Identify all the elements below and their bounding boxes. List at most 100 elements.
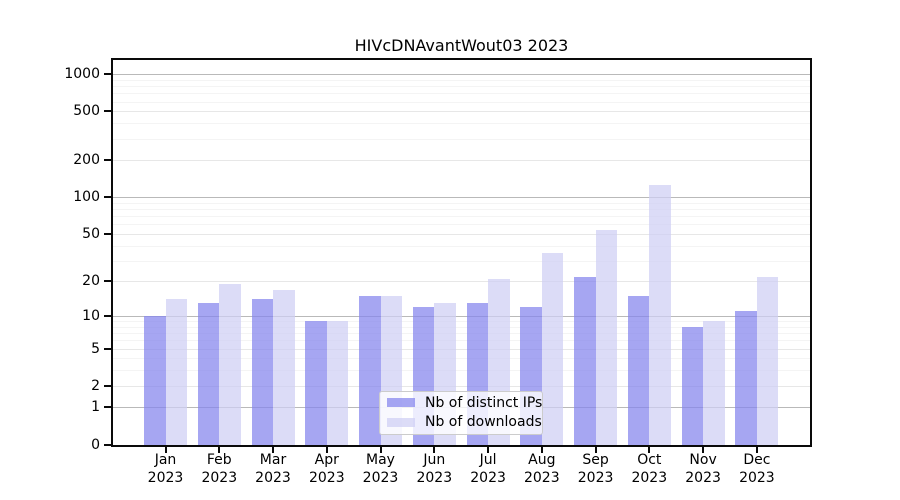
y-tick-10 — [104, 315, 111, 317]
x-tick-label-mar: Mar 2023 — [255, 452, 291, 486]
x-tick-sep — [594, 446, 597, 453]
x-tick-jul — [487, 446, 490, 453]
gridline-800 — [113, 86, 810, 88]
bar-downloads-dec — [756, 276, 779, 445]
gridline-600 — [113, 101, 810, 103]
gridline-300 — [113, 138, 810, 140]
x-tick-oct — [648, 446, 651, 453]
gridline-200 — [113, 160, 810, 162]
y-tick-label-100: 100 — [73, 189, 100, 206]
bar-downloads-apr — [326, 321, 349, 445]
bar-downloads-feb — [219, 284, 241, 445]
gridline-10 — [113, 316, 810, 317]
chart-title: HIVcDNAvantWout03 2023 — [354, 36, 569, 55]
gridline-8 — [113, 326, 810, 328]
bar-downloads-jan — [165, 299, 187, 445]
legend-item-downloads: Nb of downloads — [387, 414, 542, 431]
gridline-5 — [113, 348, 810, 350]
x-tick-apr — [325, 446, 328, 453]
gridline-6 — [113, 340, 810, 342]
legend: Nb of distinct IPs Nb of downloads — [379, 390, 543, 435]
x-tick-feb — [218, 446, 221, 453]
y-tick-2 — [104, 384, 111, 387]
gridline-20 — [113, 281, 810, 283]
legend-label-distinct-ips: Nb of distinct IPs — [425, 394, 543, 411]
y-tick-label-2: 2 — [91, 377, 100, 394]
plot-area: Nb of distinct IPs Nb of downloads — [111, 57, 812, 447]
x-tick-label-aug: Aug 2023 — [523, 452, 560, 486]
gridline-700 — [113, 93, 810, 95]
x-tick-label-oct: Oct 2023 — [631, 452, 668, 486]
x-tick-nov — [702, 446, 705, 453]
gridline-90 — [113, 202, 810, 204]
x-tick-jan — [164, 446, 167, 453]
gridline-900 — [113, 79, 810, 81]
x-tick-may — [379, 446, 382, 453]
bar-downloads-mar — [273, 289, 295, 445]
y-tick-label-500: 500 — [73, 103, 100, 120]
x-tick-jun — [433, 446, 436, 453]
gridline-3 — [113, 370, 810, 372]
y-tick-label-20: 20 — [82, 273, 100, 290]
bar-ips-apr — [305, 321, 327, 445]
gridline-50 — [113, 233, 810, 235]
y-tick-0 — [104, 443, 111, 446]
legend-label-downloads: Nb of downloads — [425, 414, 542, 431]
bar-ips-sep — [574, 276, 596, 445]
y-tick-100 — [104, 196, 111, 199]
y-tick-20 — [104, 280, 111, 283]
legend-swatch-distinct-ips — [387, 398, 415, 408]
x-tick-label-nov: Nov 2023 — [685, 452, 721, 486]
bar-ips-mar — [251, 299, 273, 445]
bar-downloads-nov — [703, 321, 725, 445]
gridline-80 — [113, 209, 810, 210]
gridline-1000 — [113, 74, 810, 76]
gridline-400 — [113, 123, 810, 125]
y-tick-500 — [104, 110, 111, 113]
bar-downloads-sep — [595, 229, 618, 445]
x-tick-dec — [755, 446, 758, 453]
gridline-70 — [113, 216, 810, 218]
x-tick-label-jun: Jun 2023 — [416, 452, 453, 486]
y-tick-label-5: 5 — [91, 340, 100, 357]
bar-ips-may — [359, 295, 381, 445]
legend-swatch-downloads — [387, 417, 415, 427]
y-tick-label-1000: 1000 — [64, 66, 100, 83]
gridline-4 — [113, 358, 810, 360]
y-tick-1000 — [104, 73, 111, 76]
y-tick-5 — [104, 347, 111, 350]
x-tick-label-may: May 2023 — [362, 452, 399, 486]
x-tick-aug — [540, 446, 543, 453]
bar-ips-feb — [197, 303, 220, 445]
x-tick-label-feb: Feb 2023 — [201, 452, 238, 486]
y-tick-label-50: 50 — [82, 225, 100, 242]
y-tick-label-10: 10 — [82, 308, 100, 324]
gridline-9 — [113, 321, 810, 323]
legend-item-distinct-ips: Nb of distinct IPs — [387, 395, 542, 412]
gridline-100 — [113, 197, 810, 199]
x-tick-mar — [272, 446, 274, 453]
y-tick-1 — [104, 406, 111, 409]
x-tick-label-jul: Jul 2023 — [470, 452, 506, 486]
x-tick-label-sep: Sep 2023 — [577, 452, 614, 486]
y-tick-label-0: 0 — [91, 436, 100, 453]
y-tick-200 — [104, 159, 111, 162]
bar-ips-jan — [144, 316, 166, 445]
gridline-60 — [113, 224, 810, 226]
bar-downloads-aug — [541, 252, 564, 445]
y-tick-50 — [104, 232, 111, 235]
bar-ips-nov — [681, 326, 704, 445]
gridline-40 — [113, 245, 810, 247]
bar-downloads-oct — [649, 185, 671, 445]
bar-ips-dec — [735, 311, 757, 445]
gridline-500 — [113, 111, 810, 113]
x-tick-label-apr: Apr 2023 — [308, 452, 345, 486]
x-tick-label-jan: Jan 2023 — [147, 452, 184, 486]
gridline-2 — [113, 385, 810, 387]
y-tick-label-1: 1 — [91, 399, 100, 416]
y-tick-label-200: 200 — [73, 152, 100, 169]
x-tick-label-dec: Dec 2023 — [739, 452, 775, 486]
gridline-7 — [113, 333, 810, 335]
bar-ips-oct — [627, 295, 650, 445]
